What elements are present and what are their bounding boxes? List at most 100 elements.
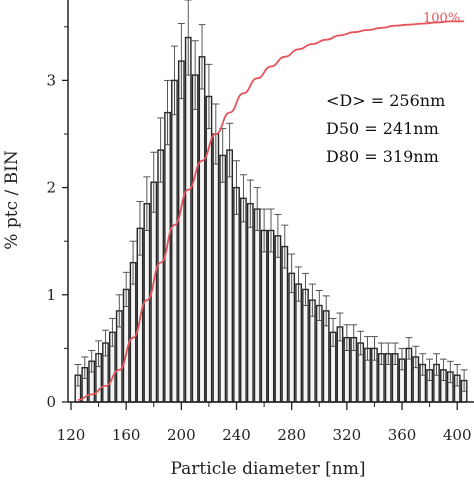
histogram-bar xyxy=(191,74,199,403)
error-bar xyxy=(433,353,441,376)
x-ticks: 120 160 200 240 280 320 360 400 xyxy=(57,402,472,444)
histogram-bar xyxy=(267,229,275,403)
error-bar xyxy=(122,271,130,308)
annotation-d80: D80 = 319nm xyxy=(326,147,439,166)
error-bar xyxy=(115,294,123,328)
error-bar xyxy=(315,290,323,321)
histogram-bar xyxy=(295,283,302,403)
error-bar xyxy=(274,213,282,258)
histogram-bar xyxy=(198,56,206,403)
histogram-bar xyxy=(171,79,178,403)
error-bar xyxy=(460,369,468,392)
annotation-d50: D50 = 241nm xyxy=(326,119,439,138)
histogram-bar xyxy=(219,154,227,403)
error-bar xyxy=(419,353,427,376)
histogram-bar xyxy=(302,288,309,403)
error-bar xyxy=(322,295,330,327)
histogram-bar xyxy=(281,245,289,403)
error-bar xyxy=(343,324,351,351)
error-bar xyxy=(377,342,385,365)
axes xyxy=(67,0,474,403)
histogram-bar xyxy=(253,208,261,403)
error-bar xyxy=(164,79,172,146)
error-bar xyxy=(108,317,116,347)
error-bar xyxy=(150,151,158,213)
error-bar xyxy=(246,179,254,228)
y-tick-label: 3 xyxy=(46,71,56,89)
x-axis-label: Particle diameter [nm] xyxy=(170,459,365,479)
error-bar xyxy=(391,342,399,365)
x-tick-label: 360 xyxy=(388,426,417,444)
histogram-bar xyxy=(164,111,171,403)
error-bar xyxy=(143,176,151,231)
error-bar xyxy=(101,329,109,357)
histogram-bar xyxy=(274,235,282,403)
error-bar xyxy=(239,174,247,223)
error-bar xyxy=(260,208,268,253)
y-axis-label: % ptc / BIN xyxy=(2,150,22,250)
cumulative-100-label: 100% xyxy=(423,11,460,26)
histogram-bar xyxy=(233,186,240,403)
error-bar xyxy=(267,208,275,253)
y-tick-label: 1 xyxy=(46,286,56,304)
x-tick-label: 280 xyxy=(277,426,306,444)
error-bar xyxy=(405,337,413,360)
cumulative-curve xyxy=(77,20,465,401)
error-bar xyxy=(336,312,344,342)
x-tick-label: 160 xyxy=(112,426,141,444)
histogram-bar xyxy=(184,36,192,403)
error-bar xyxy=(170,45,178,116)
error-bar xyxy=(364,336,372,361)
error-bar xyxy=(281,224,289,269)
error-bars xyxy=(74,0,468,392)
error-bar xyxy=(439,358,447,382)
histogram-bar xyxy=(240,197,247,403)
error-bar xyxy=(177,23,185,100)
error-bar xyxy=(184,0,192,76)
error-bar xyxy=(205,63,213,130)
error-bar xyxy=(370,336,378,361)
error-bar xyxy=(412,345,420,369)
annotation-mean-diameter: <D> = 256nm xyxy=(326,91,445,110)
error-bar xyxy=(384,342,392,365)
error-bar xyxy=(74,364,82,387)
error-bar xyxy=(81,356,89,379)
error-bar xyxy=(136,201,144,256)
error-bar xyxy=(198,24,206,90)
histogram-bar xyxy=(260,229,268,403)
error-bar xyxy=(226,122,234,178)
error-bar xyxy=(426,358,434,382)
error-bar xyxy=(446,360,454,384)
error-bar xyxy=(308,283,316,317)
error-bar xyxy=(301,272,309,306)
error-bar xyxy=(191,40,199,110)
histogram-bar xyxy=(177,60,185,403)
histogram-bar xyxy=(226,149,234,403)
error-bar xyxy=(357,330,365,356)
error-bar xyxy=(350,324,358,351)
error-bar xyxy=(95,340,103,368)
error-bar xyxy=(253,187,261,231)
stats-annotations: <D> = 256nm D50 = 241nm D80 = 319nm xyxy=(326,91,445,166)
histogram-bar xyxy=(157,149,165,403)
error-bar xyxy=(398,347,406,371)
error-bar xyxy=(233,160,241,215)
x-tick-label: 200 xyxy=(167,426,196,444)
error-bar xyxy=(453,364,461,387)
x-tick-label: 240 xyxy=(222,426,251,444)
error-bar xyxy=(329,317,337,347)
error-bar xyxy=(288,253,296,294)
x-tick-label: 400 xyxy=(443,426,472,444)
error-bar xyxy=(129,240,137,285)
error-bar xyxy=(88,350,96,373)
y-tick-label: 2 xyxy=(46,179,56,197)
y-tick-label: 0 xyxy=(46,393,56,411)
y-ticks: 0 1 2 3 xyxy=(46,26,68,411)
x-tick-label: 320 xyxy=(333,426,362,444)
error-bar xyxy=(157,117,165,183)
error-bar xyxy=(295,266,303,302)
histogram-bar xyxy=(212,133,220,403)
histogram-bar xyxy=(246,202,254,403)
x-tick-label: 120 xyxy=(57,426,86,444)
